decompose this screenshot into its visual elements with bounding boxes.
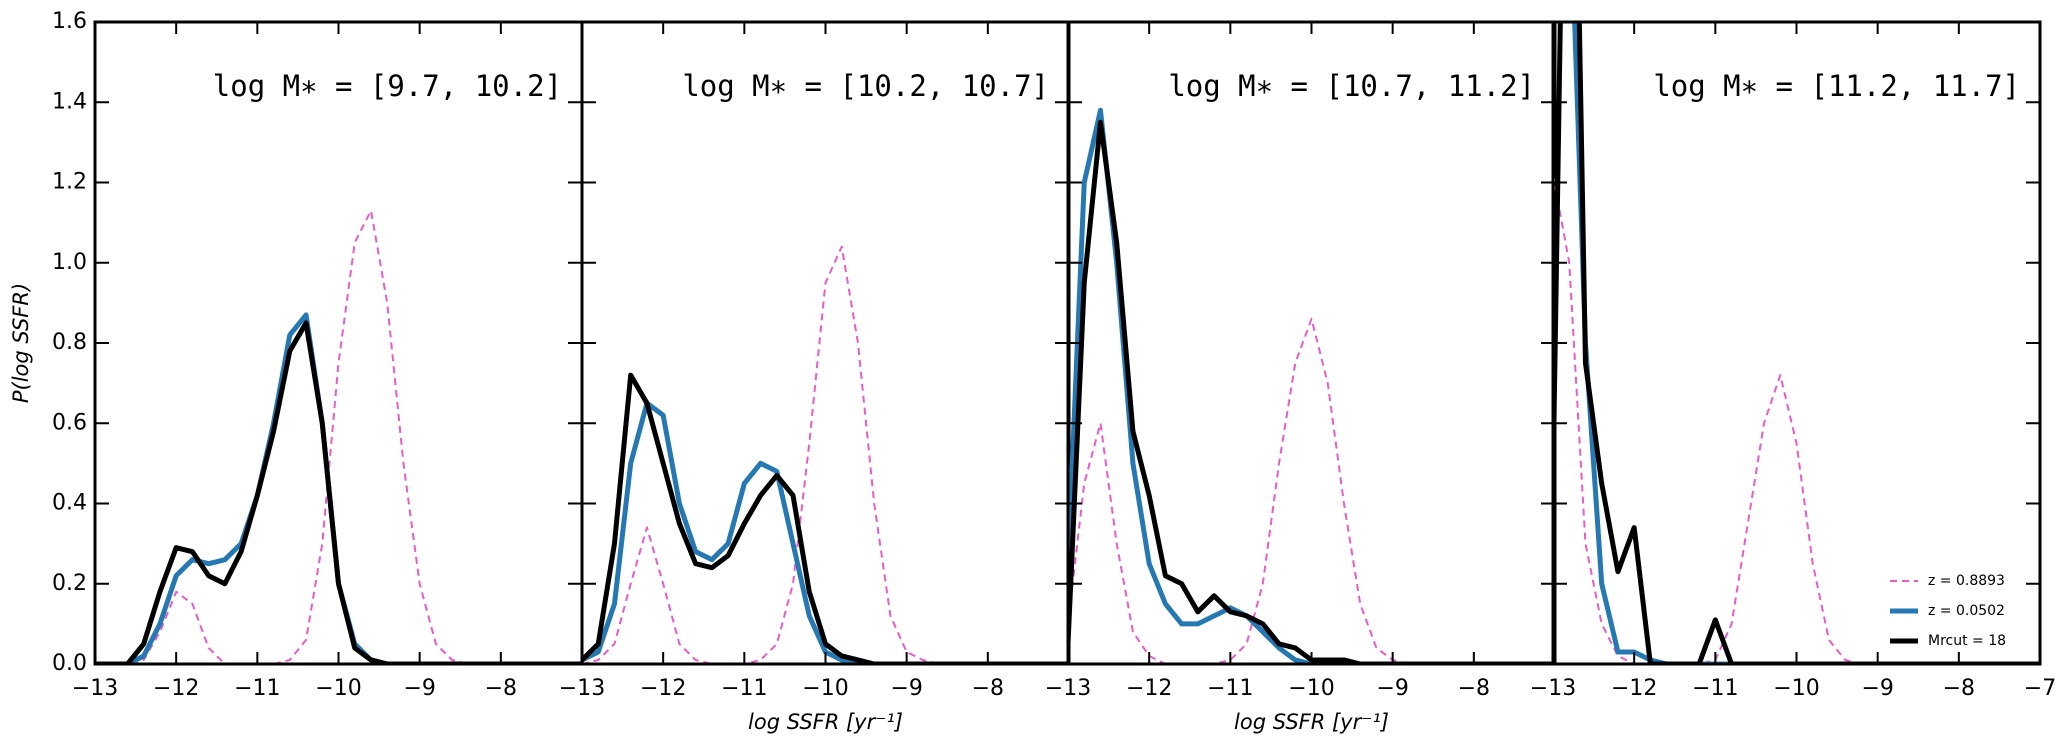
y-tick-label: 0.2 <box>52 571 87 596</box>
x-axis-label: log SSFR [yr⁻¹] <box>1234 710 1389 734</box>
series-line <box>1068 119 1555 664</box>
plot-area <box>95 209 582 664</box>
series-line <box>95 209 582 664</box>
x-tick-label: −12 <box>1611 676 1657 701</box>
panel-annotation: log M∗ = [9.7, 10.2] <box>213 69 562 103</box>
x-tick-label: −12 <box>1126 676 1172 701</box>
x-tick-label: −13 <box>72 676 118 701</box>
plot-area <box>582 245 1069 664</box>
legend-label: z = 0.0502 <box>1928 603 2005 619</box>
x-axis-label: log SSFR [yr⁻¹] <box>748 710 903 734</box>
x-tick-label: −9 <box>403 676 435 701</box>
x-tick-label: −13 <box>559 676 605 701</box>
legend-label: z = 0.8893 <box>1928 573 2005 589</box>
y-tick-label: 1.4 <box>52 89 87 114</box>
y-tick-label: 0.4 <box>52 491 87 516</box>
x-tick-label: −12 <box>153 676 199 701</box>
y-tick-label: 0.6 <box>52 410 87 435</box>
x-tick-label: −10 <box>1288 676 1334 701</box>
series-line <box>582 245 1069 664</box>
panel-annotation: log M∗ = [11.2, 11.7] <box>1653 69 2020 103</box>
x-tick-label: −8 <box>1943 676 1975 701</box>
x-tick-label: −11 <box>234 676 280 701</box>
series-line <box>582 400 1069 664</box>
x-tick-label: −11 <box>1692 676 1738 701</box>
x-tick-label: −10 <box>802 676 848 701</box>
x-tick-label: −9 <box>890 676 922 701</box>
series-line <box>95 320 582 664</box>
x-tick-label: −10 <box>1773 676 1819 701</box>
x-tick-label: −13 <box>1530 676 1576 701</box>
y-tick-label: 0.8 <box>52 330 87 355</box>
plot-area <box>1068 107 1555 664</box>
series-line <box>1553 22 2040 664</box>
plot-area <box>1553 22 2040 664</box>
series-line <box>1068 107 1555 664</box>
x-tick-label: −13 <box>1045 676 1091 701</box>
y-tick-label: 1.2 <box>52 170 87 195</box>
panel-annotation: log M∗ = [10.2, 10.7] <box>682 69 1049 103</box>
x-tick-label: −7 <box>2024 676 2056 701</box>
series-line <box>1068 317 1555 664</box>
series-line <box>1572 22 2040 664</box>
x-tick-label: −8 <box>1458 676 1490 701</box>
panel-annotation: log M∗ = [10.7, 11.2] <box>1168 69 1535 103</box>
x-tick-label: −11 <box>1207 676 1253 701</box>
x-tick-label: −11 <box>721 676 767 701</box>
y-tick-label: 0.0 <box>52 651 87 676</box>
axes-frame <box>1066 20 1557 666</box>
x-tick-label: −9 <box>1861 676 1893 701</box>
x-tick-label: −8 <box>972 676 1004 701</box>
legend-label: Mrcut = 18 <box>1928 633 2006 649</box>
x-tick-label: −9 <box>1376 676 1408 701</box>
x-tick-label: −12 <box>640 676 686 701</box>
axes-frame <box>580 20 1071 666</box>
y-tick-label: 1.6 <box>52 9 87 34</box>
x-tick-label: −10 <box>315 676 361 701</box>
x-tick-label: −8 <box>485 676 517 701</box>
y-axis-label: P(log SSFR) <box>9 283 33 403</box>
y-tick-label: 1.0 <box>52 250 87 275</box>
series-line <box>1553 174 2040 664</box>
series-line <box>582 372 1069 664</box>
axes-frame <box>1551 20 2042 666</box>
